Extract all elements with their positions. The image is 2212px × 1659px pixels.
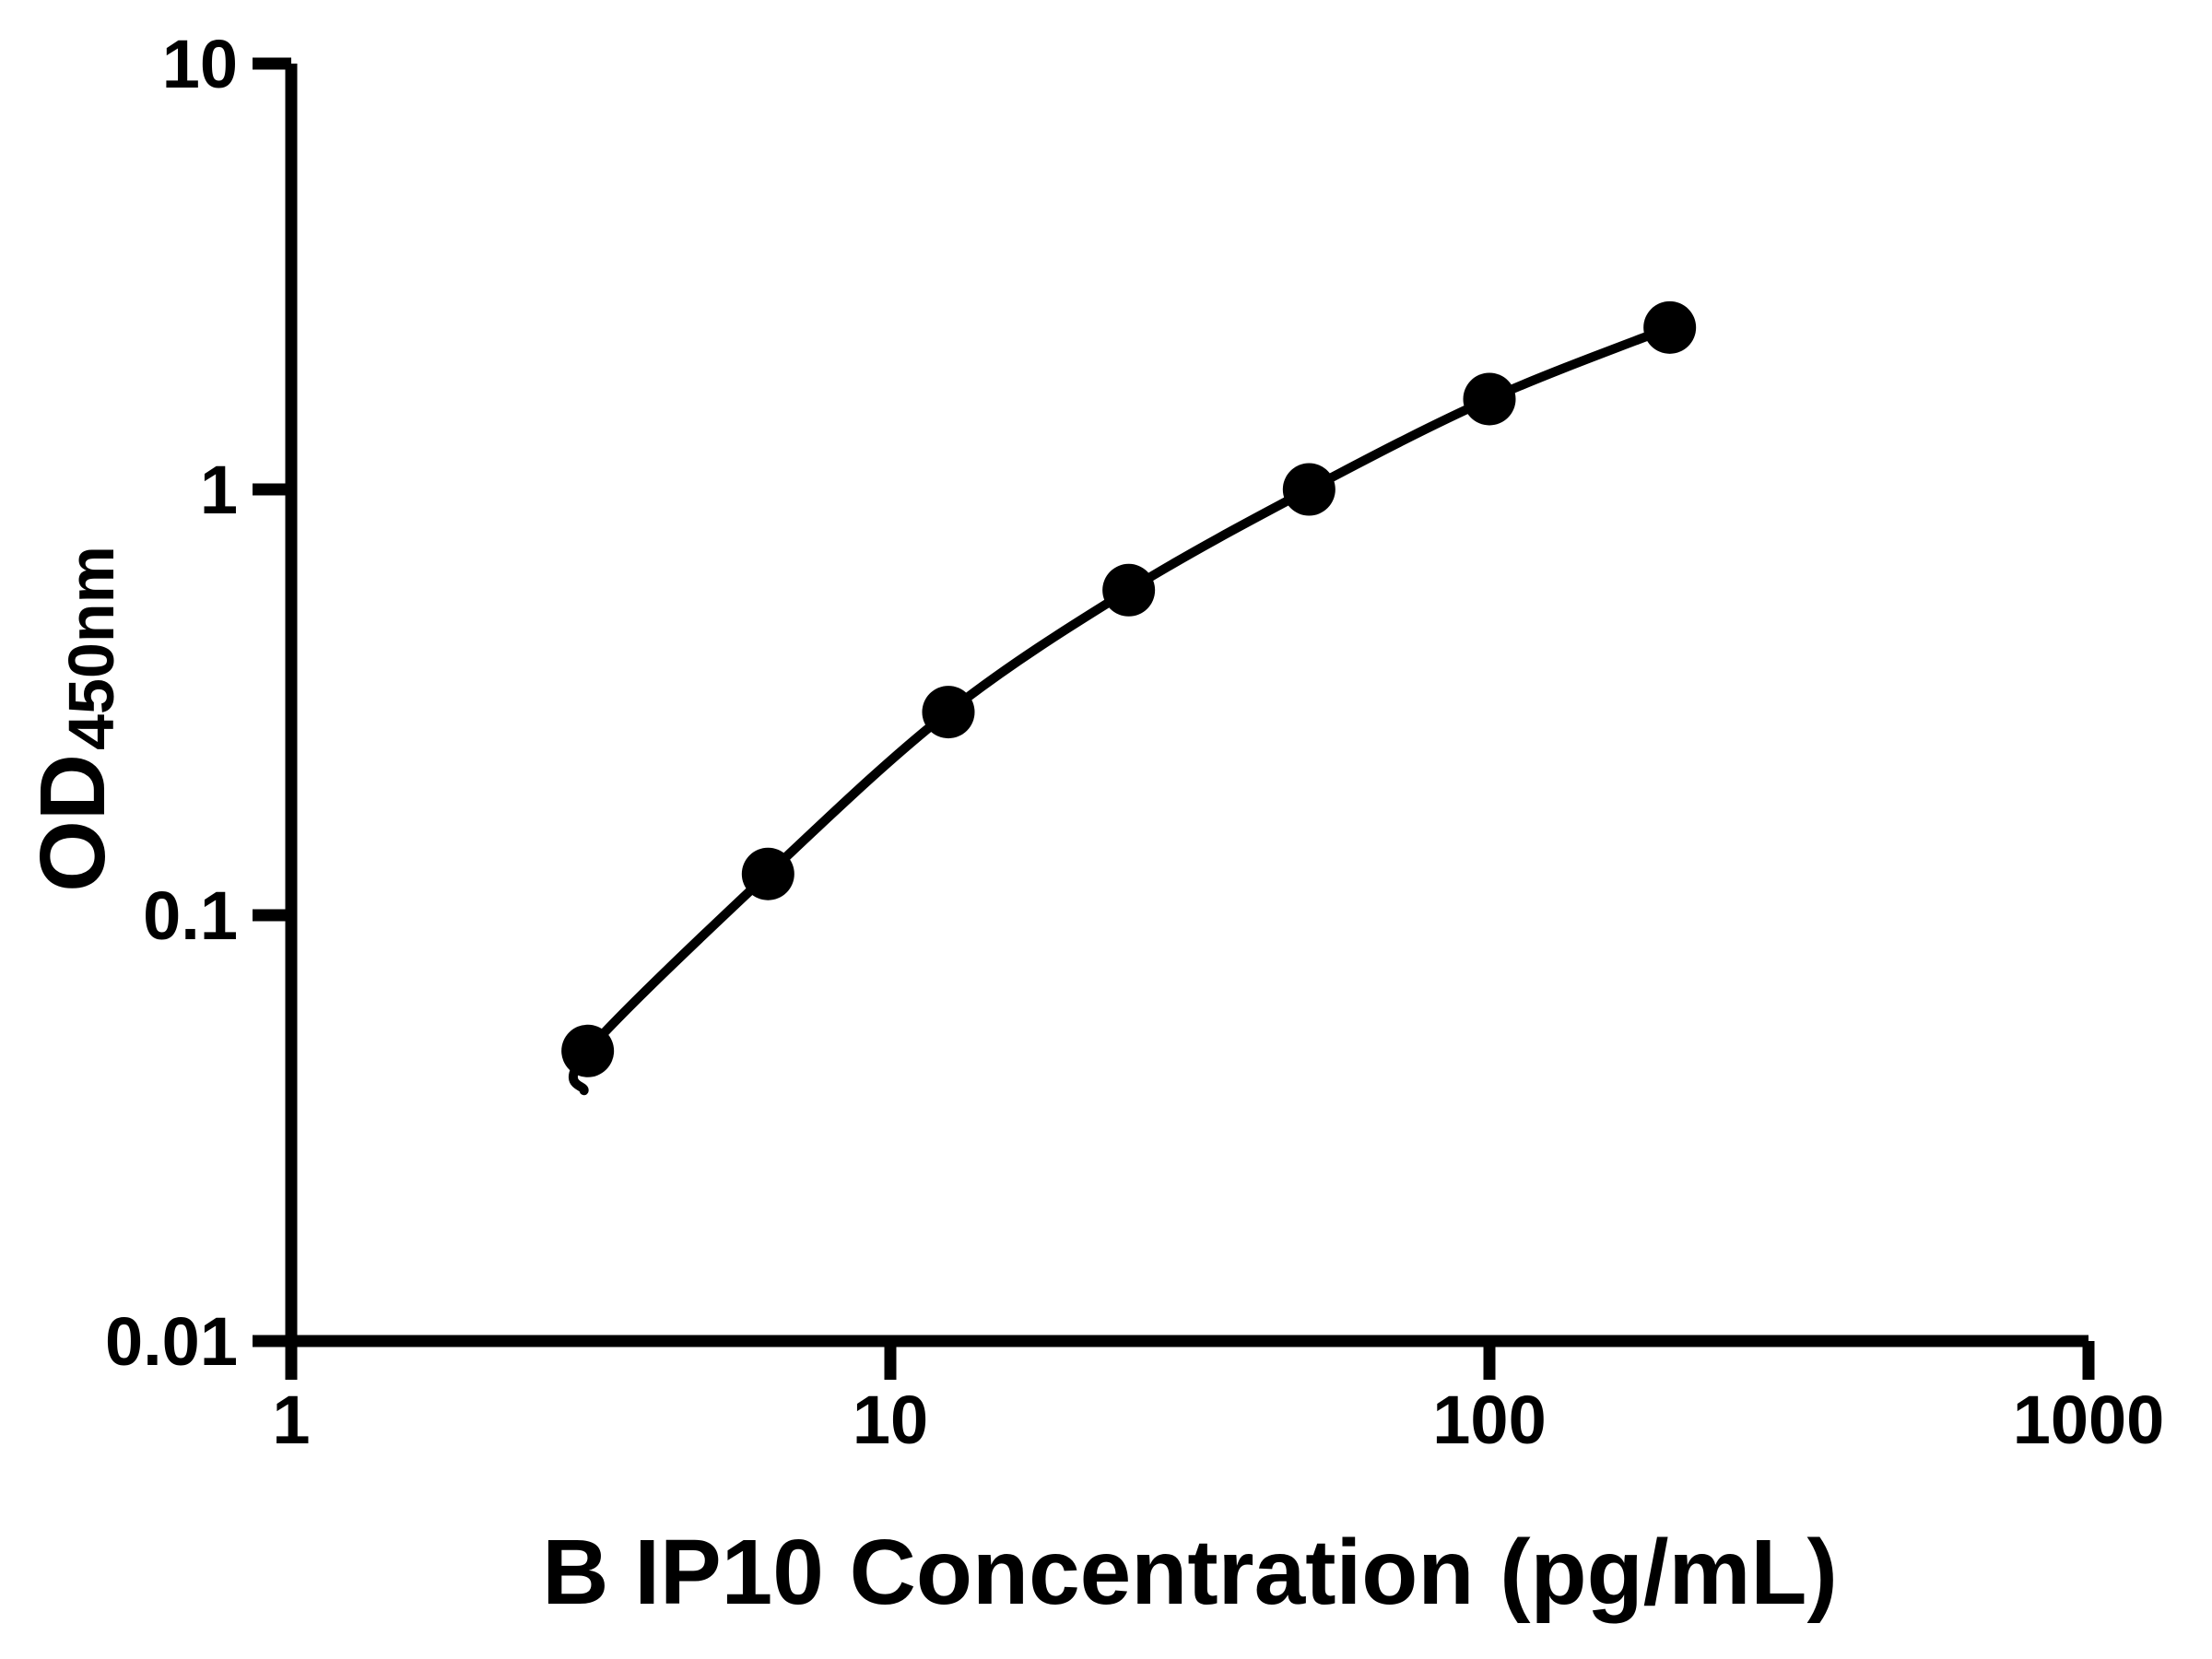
x-axis-tick-labels: 1 10 100 1000 <box>272 1382 2164 1458</box>
data-point-marker <box>1643 300 1697 354</box>
data-point-marker <box>1102 563 1156 617</box>
y-tick-label: 1 <box>200 452 238 528</box>
x-axis-title: B IP10 Concentration (pg/mL) <box>542 1521 1838 1624</box>
x-tick-label: 1 <box>272 1382 310 1458</box>
data-point-marker <box>1282 463 1335 516</box>
x-tick-label: 100 <box>1432 1382 1546 1458</box>
y-axis-title-subscript: 450nm <box>55 546 127 750</box>
x-tick-label: 1000 <box>2013 1382 2165 1458</box>
x-tick-label: 10 <box>853 1382 928 1458</box>
data-point-marker <box>741 847 794 900</box>
axes <box>285 64 2088 1347</box>
y-tick-label: 10 <box>162 26 238 102</box>
x-axis-ticks <box>285 1341 2095 1380</box>
y-axis-title: OD 450nm <box>21 546 127 892</box>
y-tick-label: 0.01 <box>105 1303 238 1380</box>
data-point-marker <box>922 686 975 739</box>
y-tick-label: 0.1 <box>143 877 238 954</box>
fit-curve-line <box>569 323 1675 1096</box>
data-point-marker <box>561 1024 615 1077</box>
data-point-marker <box>1463 372 1516 426</box>
y-axis-title-main: OD <box>21 754 124 892</box>
data-point-markers <box>561 300 1697 1077</box>
y-axis-tick-labels: 0.01 0.1 1 10 <box>105 26 238 1380</box>
y-axis-ticks <box>253 57 291 1347</box>
